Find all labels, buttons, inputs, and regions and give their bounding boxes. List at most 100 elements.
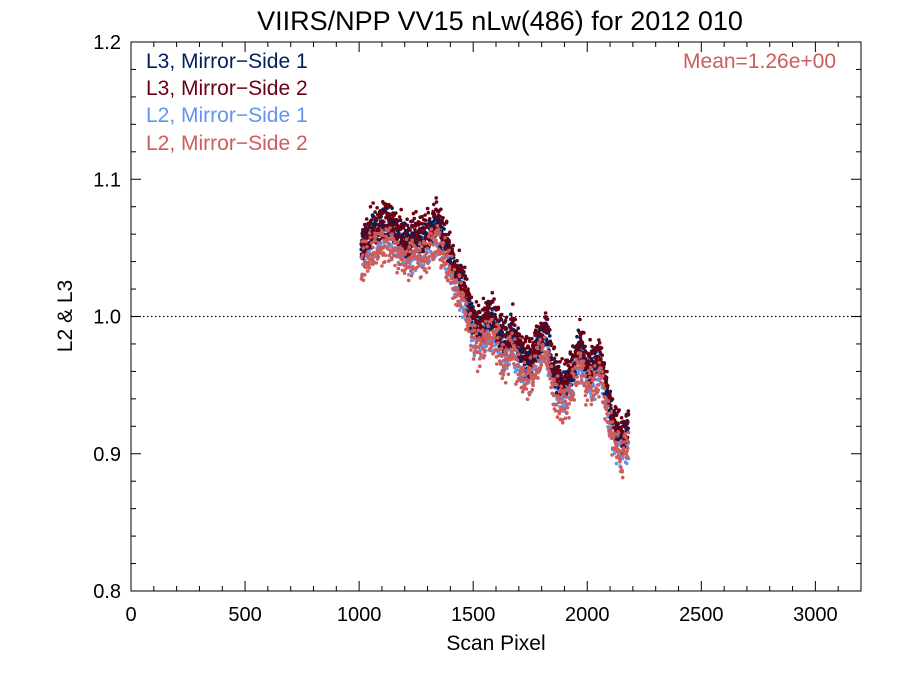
scatter-point xyxy=(588,375,592,380)
scatter-point xyxy=(501,325,505,330)
scatter-point xyxy=(586,352,591,356)
scatter-point xyxy=(516,326,520,331)
scatter-point xyxy=(615,421,620,426)
scatter-point xyxy=(530,372,534,377)
scatter-point xyxy=(597,341,602,345)
scatter-point xyxy=(419,275,423,279)
scatter-point xyxy=(531,383,535,388)
scatter-point xyxy=(442,227,446,231)
scatter-point xyxy=(578,354,583,359)
scatter-point xyxy=(402,271,407,276)
scatter-point xyxy=(403,268,407,272)
scatter-point xyxy=(608,389,613,394)
scatter-point xyxy=(447,248,451,253)
scatter-point xyxy=(495,318,500,322)
scatter-point xyxy=(548,372,552,377)
scatter-point xyxy=(486,324,491,329)
scatter-point xyxy=(373,210,377,214)
scatter-point xyxy=(515,342,519,347)
scatter-point xyxy=(361,246,366,250)
scatter-point xyxy=(367,221,372,226)
scatter-point xyxy=(432,202,436,207)
scatter-point xyxy=(619,465,623,470)
scatter-point xyxy=(555,415,560,419)
scatter-point xyxy=(417,242,422,246)
scatter-point xyxy=(615,432,620,437)
scatter-point xyxy=(389,204,393,209)
scatter-point xyxy=(387,237,392,241)
scatter-point xyxy=(547,360,551,365)
scatter-point xyxy=(625,461,629,466)
scatter-point xyxy=(585,398,590,403)
scatter-point xyxy=(609,406,613,411)
scatter-point xyxy=(386,206,390,210)
scatter-point xyxy=(443,261,448,266)
scatter-point xyxy=(534,354,538,358)
scatter-point xyxy=(558,397,562,401)
scatter-point xyxy=(556,394,560,398)
scatter-point xyxy=(576,354,580,359)
scatter-point xyxy=(493,315,498,319)
scatter-point xyxy=(626,446,630,451)
scatter-point xyxy=(556,400,561,405)
scatter-point xyxy=(598,350,602,355)
scatter-point xyxy=(576,365,581,370)
scatter-point xyxy=(367,231,372,235)
scatter-point xyxy=(525,397,530,402)
scatter-point xyxy=(517,332,522,337)
scatter-point xyxy=(394,211,398,215)
axis-tick-labels: 0 500 1000 1500 2000 2500 3000 0.8 0.9 1.0 1.1 1.2 xyxy=(93,32,837,626)
scatter-point xyxy=(364,239,368,244)
scatter-point xyxy=(410,219,415,223)
scatter-point xyxy=(387,259,391,263)
scatter-point xyxy=(508,324,513,329)
scatter-point xyxy=(411,211,416,216)
scatter-point xyxy=(554,403,559,407)
scatter-point xyxy=(375,206,379,210)
scatter-point xyxy=(426,223,431,227)
scatter-point xyxy=(625,449,629,454)
scatter-point xyxy=(363,249,367,253)
scatter-point xyxy=(578,351,583,356)
scatter-point xyxy=(593,397,597,402)
scatter-point xyxy=(570,367,575,372)
scatter-point xyxy=(390,216,395,220)
scatter-point xyxy=(521,355,526,360)
scatter-point xyxy=(482,350,487,354)
scatter-point xyxy=(610,397,615,401)
scatter-point xyxy=(548,328,552,332)
scatter-point xyxy=(376,231,380,236)
scatter-point xyxy=(514,348,519,353)
scatter-point xyxy=(597,338,601,342)
axis-ticks xyxy=(130,41,862,592)
scatter-point xyxy=(435,224,440,228)
scatter-point xyxy=(571,392,576,397)
legend-entry-l3-ms1: L3, Mirror−Side 1 xyxy=(146,50,308,73)
scatter-point xyxy=(460,265,464,270)
scatter-point xyxy=(608,428,613,433)
scatter-point xyxy=(583,393,588,398)
scatter-point xyxy=(619,420,624,425)
scatter-point xyxy=(502,352,507,357)
scatter-point xyxy=(581,363,586,368)
scatter-point xyxy=(482,353,487,358)
scatter-point xyxy=(548,334,552,338)
scatter-point xyxy=(559,384,563,389)
scatter-point xyxy=(531,341,535,345)
scatter-point xyxy=(460,268,465,273)
scatter-point xyxy=(549,376,553,381)
scatter-point xyxy=(536,324,540,329)
scatter-point xyxy=(542,359,546,364)
scatter-point xyxy=(405,249,409,254)
scatter-point xyxy=(445,253,449,257)
scatter-point xyxy=(388,248,392,252)
scatter-point xyxy=(549,364,554,369)
scatter-point xyxy=(468,318,472,323)
scatter-point xyxy=(493,330,498,335)
scatter-point xyxy=(374,261,379,265)
scatter-point xyxy=(447,239,451,244)
scatter-point xyxy=(568,359,572,364)
scatter-point xyxy=(506,372,511,377)
scatter-point xyxy=(371,251,376,256)
scatter-point xyxy=(446,259,450,263)
